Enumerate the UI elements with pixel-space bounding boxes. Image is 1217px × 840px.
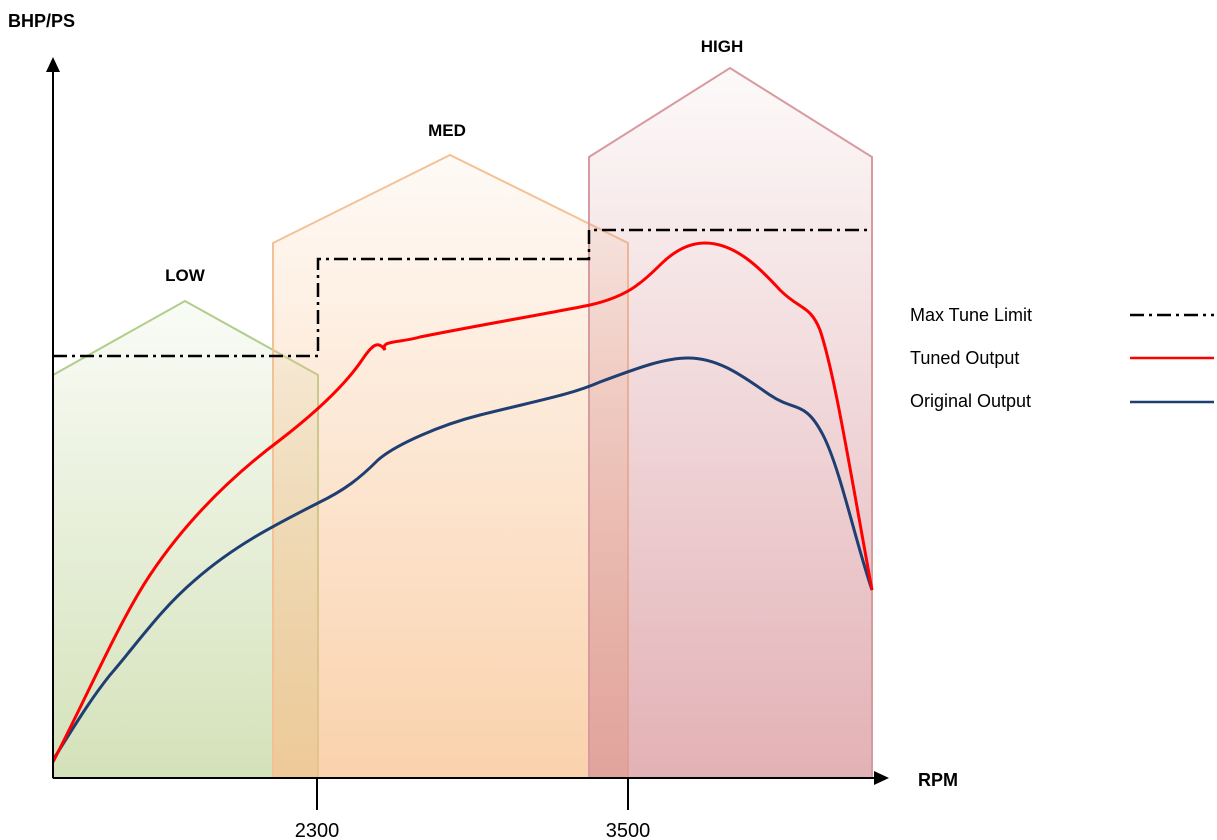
series-max-tune-limit-line	[53, 228, 872, 358]
legend-label-max-tune-limit: Max Tune Limit	[910, 305, 1032, 325]
x-tick-label-3500: 3500	[606, 820, 651, 840]
x-tick-label-2300: 2300	[295, 820, 340, 840]
zone-med	[272, 153, 629, 779]
series-original-output-line	[51, 356, 874, 761]
legend-label-tuned-output: Tuned Output	[910, 348, 1019, 368]
x-axis-arrow	[874, 771, 889, 785]
legend-label-original-output: Original Output	[910, 391, 1031, 411]
series-tuned-output-line	[51, 241, 874, 763]
zone-label-low: LOW	[165, 266, 206, 285]
legend: Max Tune Limit Tuned Output Original Out…	[910, 305, 1214, 411]
y-axis-label: BHP/PS	[8, 11, 75, 31]
y-axis-arrow	[46, 57, 60, 72]
zone-high	[588, 66, 873, 779]
zone-label-med: MED	[428, 121, 466, 140]
x-axis-label: RPM	[918, 770, 958, 790]
zone-label-high: HIGH	[701, 37, 744, 56]
